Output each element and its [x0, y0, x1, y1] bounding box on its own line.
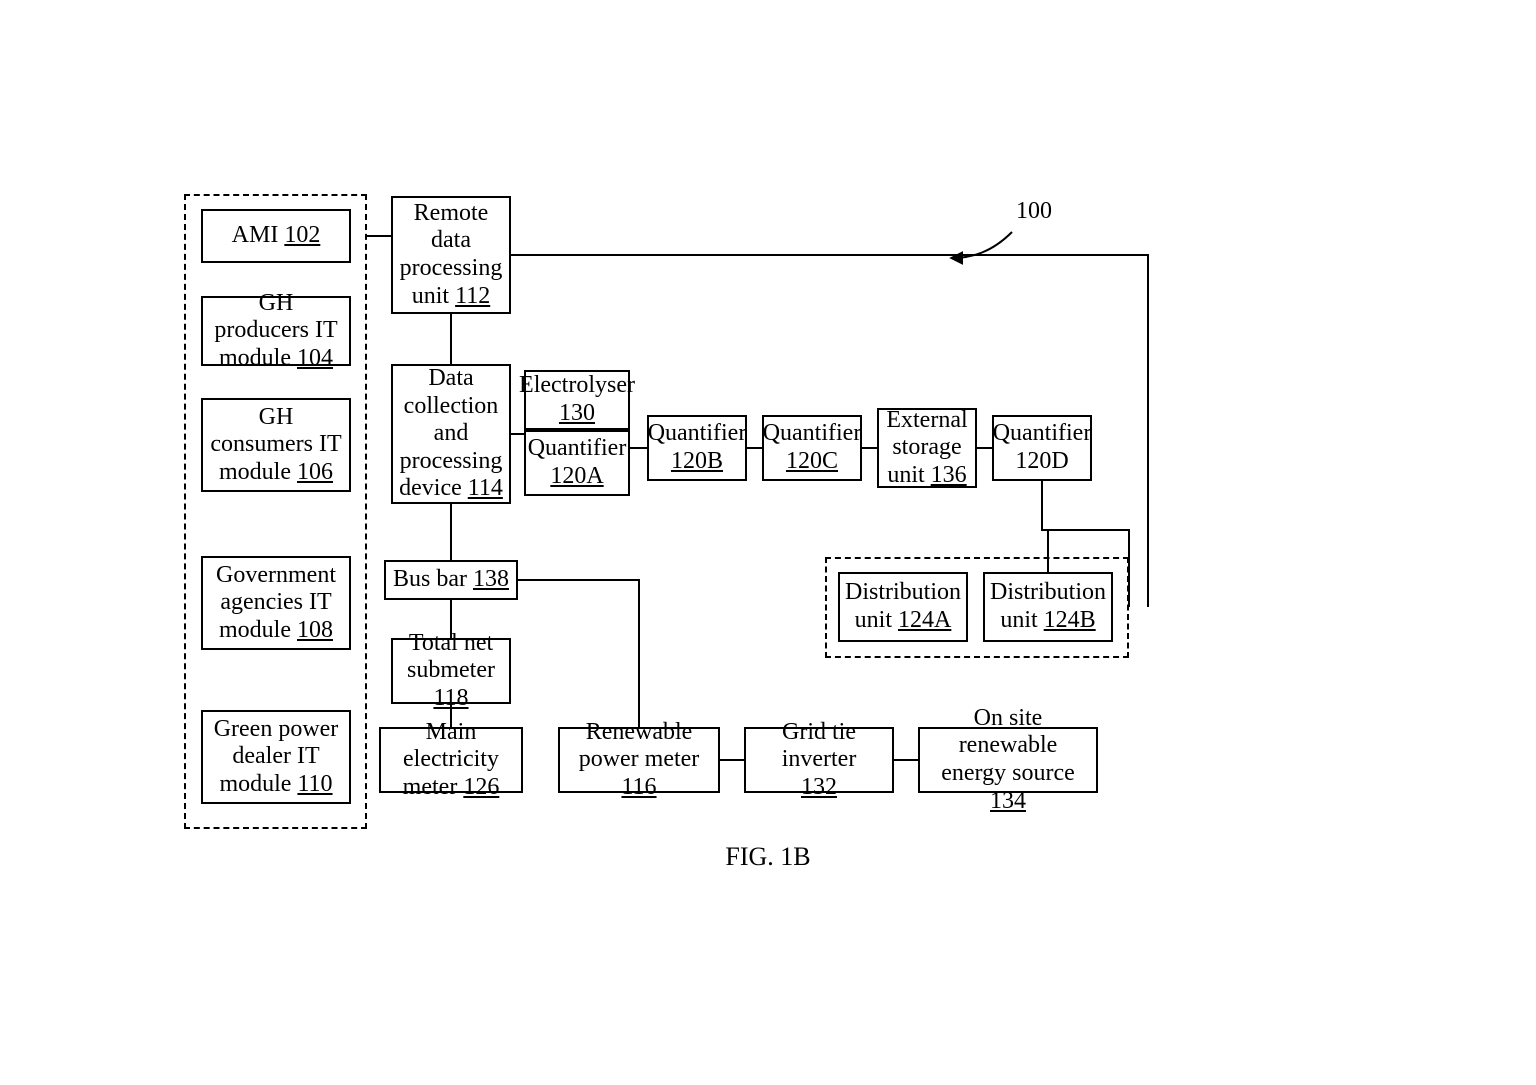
node-ref: 134 — [990, 788, 1026, 814]
node-q120a: Quantifier120A — [524, 430, 630, 496]
node-dist_a: Distribution unit 124A — [838, 572, 968, 642]
node-dealer: Green power dealer IT module 110 — [201, 710, 351, 804]
node-mainmeter: Main electricity meter 126 — [379, 727, 523, 793]
node-ref: 124B — [1044, 607, 1096, 633]
node-gov: Government agencies IT module 108 — [201, 556, 351, 650]
node-ref: 110 — [297, 771, 332, 797]
node-label: Total net submeter — [407, 630, 495, 684]
node-ref: 120B — [671, 448, 723, 474]
node-label: Grid tie inverter — [782, 719, 857, 773]
node-ref: 120D — [1015, 448, 1068, 474]
node-onsite: On site renewable energy source 134 — [918, 727, 1098, 793]
pointer-arrow — [952, 232, 1012, 258]
node-ref: 130 — [559, 400, 595, 426]
node-ref: 132 — [801, 774, 837, 800]
node-label: Quantifier — [763, 420, 862, 446]
node-q120d: Quantifier120D — [992, 415, 1092, 481]
node-ref: 118 — [433, 685, 468, 711]
node-ref: 102 — [284, 222, 320, 248]
node-ref: 116 — [621, 774, 656, 800]
node-label: Quantifier — [993, 420, 1092, 446]
node-label: Bus bar — [393, 566, 473, 592]
node-q120c: Quantifier120C — [762, 415, 862, 481]
node-ref: 126 — [463, 774, 499, 800]
node-label: Electrolyser — [519, 372, 635, 398]
node-gh_prod: GH producers IT module 104 — [201, 296, 351, 366]
node-ref: 108 — [297, 617, 333, 643]
node-ref: 112 — [455, 283, 490, 309]
node-electro: Electrolyser130 — [524, 370, 630, 430]
node-ref: 120C — [786, 448, 838, 474]
node-label: AMI — [232, 222, 285, 248]
node-submeter: Total net submeter 118 — [391, 638, 511, 704]
node-dcpd: Data collection and processing device 11… — [391, 364, 511, 504]
node-ref: 120A — [550, 463, 603, 489]
node-label: Quantifier — [648, 420, 747, 446]
node-label: Quantifier — [528, 435, 627, 461]
node-ref: 124A — [898, 607, 951, 633]
node-busbar: Bus bar 138 — [384, 560, 518, 600]
node-gh_cons: GH consumers IT module 106 — [201, 398, 351, 492]
node-rdpu: Remote data processing unit 112 — [391, 196, 511, 314]
node-ref: 114 — [468, 475, 503, 501]
edge-10 — [518, 580, 639, 727]
node-dist_b: Distribution unit 124B — [983, 572, 1113, 642]
node-ami: AMI 102 — [201, 209, 351, 263]
node-ref: 138 — [473, 566, 509, 592]
node-q120b: Quantifier120B — [647, 415, 747, 481]
node-renmeter: Renewable power meter 116 — [558, 727, 720, 793]
node-ref: 136 — [931, 462, 967, 488]
node-gridtie: Grid tie inverter132 — [744, 727, 894, 793]
node-ref: 104 — [297, 345, 333, 371]
figure-reference-100: 100 — [1016, 198, 1052, 225]
node-extstore: External storage unit 136 — [877, 408, 977, 488]
node-label: Renewable power meter — [579, 719, 700, 773]
diagram-stage: AMI 102 GH producers IT module 104 GH cons… — [0, 0, 1536, 1085]
figure-caption: FIG. 1B — [0, 842, 1536, 872]
node-label: On site renewable energy source — [941, 705, 1075, 786]
node-ref: 106 — [297, 459, 333, 485]
